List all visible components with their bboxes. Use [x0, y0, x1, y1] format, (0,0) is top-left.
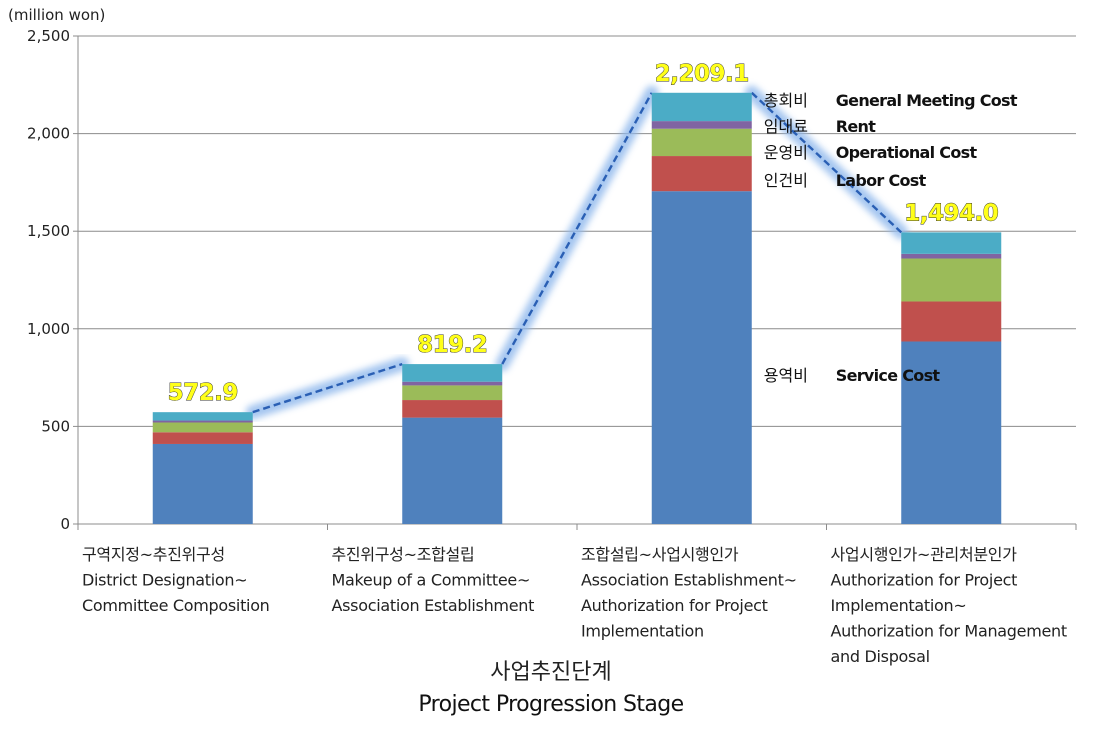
y-tick-label: 0 [60, 515, 70, 533]
total-label: 2,209.1 [655, 61, 749, 87]
total-label: 572.9 [168, 380, 238, 406]
bar-segment-operational-cost [152, 422, 253, 433]
total-label: 819.2 [417, 332, 487, 358]
x-category-label: District Designation~ [82, 571, 247, 590]
bar-segment-general-meeting-cost [402, 364, 503, 382]
bar-segment-labor-cost [651, 156, 752, 192]
bar-segment-general-meeting-cost [152, 412, 253, 421]
legend-label-en: General Meeting Cost [836, 91, 1018, 110]
bars [152, 92, 1002, 524]
y-axis-unit-label: (million won) [8, 6, 105, 24]
y-tick-label: 1,500 [27, 222, 70, 240]
trend-segment [501, 92, 653, 365]
y-tick-label: 1,000 [27, 320, 70, 338]
total-trend-line [245, 85, 909, 420]
x-category-label: Association Establishment~ [581, 571, 797, 590]
bar-segment-operational-cost [901, 258, 1002, 302]
y-tick-labels: 0 500 1,000 1,500 2,000 2,500 [27, 27, 70, 533]
trend-segment [252, 362, 403, 414]
bar-segment-operational-cost [402, 385, 503, 401]
legend-label-ko: 용역비 [764, 366, 808, 385]
legend-label-ko: 운영비 [764, 143, 808, 162]
legend-label-en: Labor Cost [836, 171, 927, 190]
x-axis-title-ko: 사업추진단계 [490, 660, 611, 685]
x-category-label: Implementation [581, 622, 704, 641]
bar-segment-labor-cost [152, 432, 253, 444]
bar-segment-rent [402, 381, 503, 386]
x-category-label: Authorization for Management [831, 622, 1067, 641]
legend-label-en: Rent [836, 117, 876, 136]
bar-segment-labor-cost [901, 301, 1002, 342]
bar-segment-service-cost [901, 341, 1002, 524]
trend-segment [750, 91, 903, 234]
bar-segment-operational-cost [651, 128, 752, 157]
x-category-label: 사업시행인가~관리처분인가 [831, 545, 1018, 564]
x-category-label: Association Establishment [332, 596, 535, 615]
x-category-label: 조합설립~사업시행인가 [581, 545, 739, 564]
y-tick-label: 2,500 [27, 27, 70, 45]
bar-segment-general-meeting-cost [651, 92, 752, 122]
x-category-label: 구역지정~추진위구성 [82, 545, 225, 564]
x-category-label: Implementation~ [831, 596, 967, 615]
bar-segment-service-cost [152, 443, 253, 524]
total-labels: 572.9 819.2 2,209.1 1,494.0 [167, 60, 999, 406]
bar-segment-rent [152, 420, 253, 423]
x-category-label: and Disposal [831, 647, 930, 666]
bar-segment-rent [651, 121, 752, 129]
x-category-label: Makeup of a Committee~ [332, 571, 531, 590]
x-category-label: Authorization for Project [581, 596, 768, 615]
legend-label-ko: 인건비 [764, 171, 808, 190]
legend-label-en: Service Cost [836, 366, 941, 385]
x-axis-title-en: Project Progression Stage [418, 692, 683, 717]
bar-segment-rent [901, 253, 1002, 259]
y-tick-label: 2,000 [27, 125, 70, 143]
bar-segment-labor-cost [402, 400, 503, 418]
legend: 총회비 General Meeting Cost 임대료 Rent 운영비 Operati… [764, 91, 1019, 385]
x-category-labels: 구역지정~추진위구성 District Designation~ Committee… [82, 545, 1067, 666]
legend-label-en: Operational Cost [836, 143, 978, 162]
x-category-label: Committee Composition [82, 596, 270, 615]
bar-segment-service-cost [651, 191, 752, 524]
x-category-label: 추진위구성~조합설립 [332, 545, 475, 564]
total-label: 1,494.0 [904, 200, 998, 226]
x-category-label: Authorization for Project [831, 571, 1018, 590]
legend-label-ko: 임대료 [764, 117, 808, 136]
legend-label-ko: 총회비 [764, 91, 808, 110]
y-tick-label: 500 [41, 417, 70, 435]
bar-segment-service-cost [402, 417, 503, 524]
bar-segment-general-meeting-cost [901, 232, 1002, 254]
